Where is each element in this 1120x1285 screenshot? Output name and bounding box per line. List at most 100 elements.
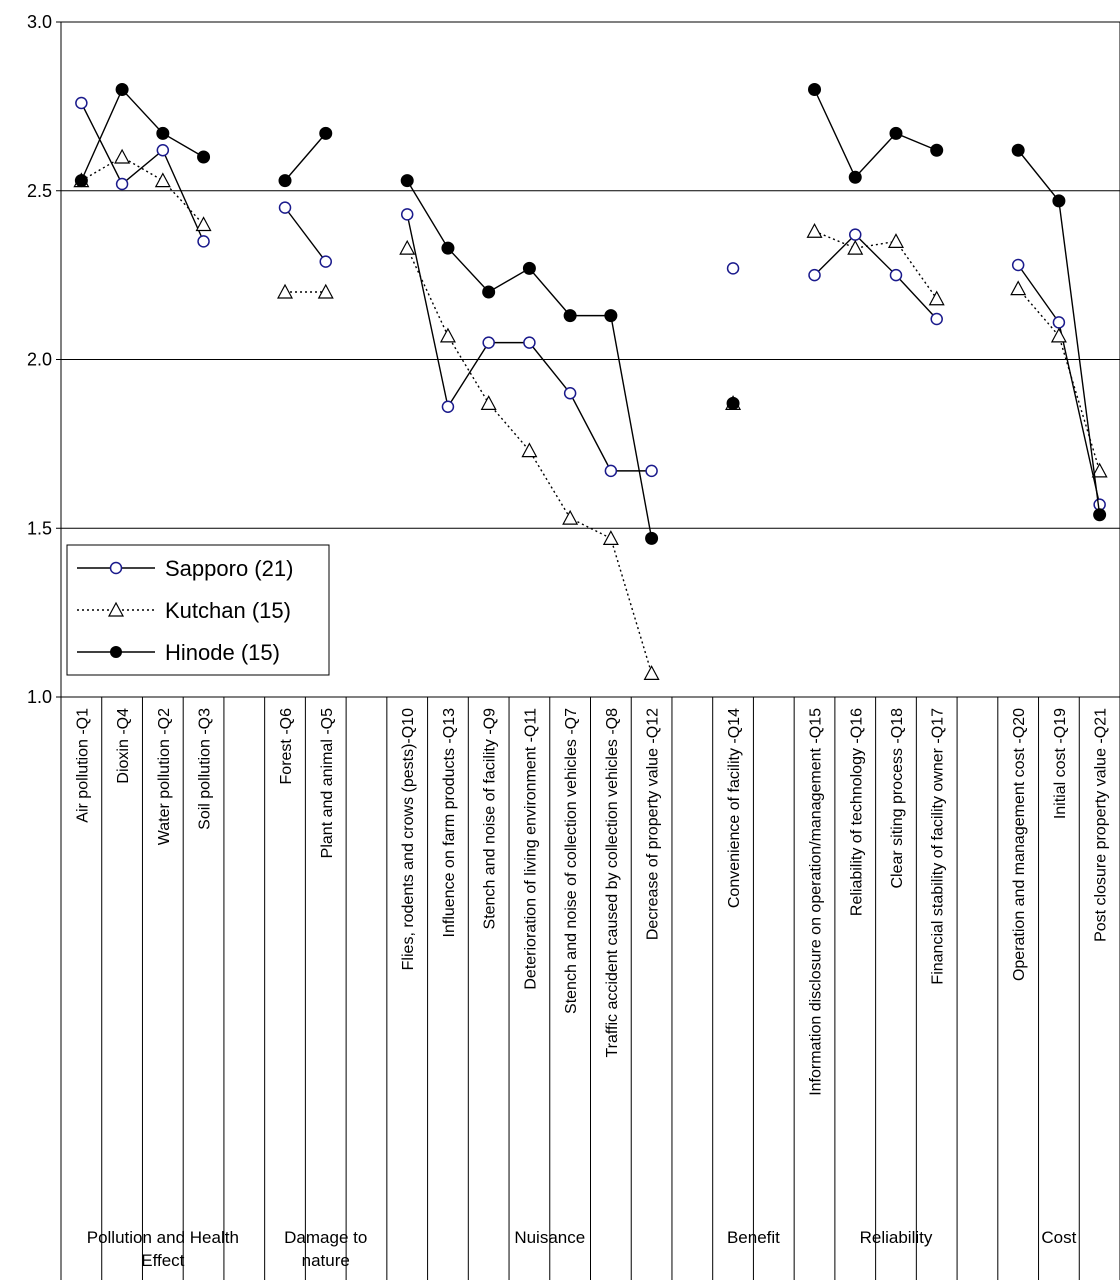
data-point [400, 208, 414, 221]
data-point [482, 285, 496, 299]
group-label: Damage to [284, 1228, 367, 1247]
y-tick-label: 2.5 [27, 181, 52, 201]
series-line [814, 233, 938, 320]
data-point [645, 531, 659, 545]
data-point [156, 126, 170, 140]
data-point [1050, 327, 1067, 343]
category-label: Convenience of facility -Q14 [726, 708, 743, 908]
data-point [115, 177, 129, 191]
data-point [197, 235, 210, 248]
data-point [195, 216, 212, 232]
category-label: Clear siting process -Q18 [889, 708, 906, 889]
data-point [563, 387, 577, 400]
data-point [1091, 462, 1108, 478]
data-point [604, 309, 618, 323]
group-label: Cost [1041, 1228, 1076, 1247]
data-point [278, 201, 292, 214]
category-label: Water pollution -Q2 [156, 708, 173, 845]
data-point [562, 509, 579, 525]
data-point [74, 174, 88, 188]
data-point [521, 442, 538, 458]
category-label: Air pollution -Q1 [74, 708, 91, 823]
y-tick-label: 3.0 [27, 12, 52, 32]
data-point [848, 170, 862, 184]
group-label: Effect [141, 1251, 184, 1270]
category-label: Reliability of technology -Q16 [848, 708, 865, 916]
data-point [808, 83, 822, 96]
category-label: Dioxin -Q4 [115, 708, 132, 784]
category-label: Deterioration of living environment -Q11 [522, 708, 539, 990]
data-point [156, 144, 170, 157]
data-point [930, 312, 943, 326]
data-point [1011, 143, 1025, 157]
series-1 [73, 148, 1108, 680]
data-point [522, 261, 536, 275]
data-point [563, 309, 577, 323]
axis-layer: 1.0 1.5 2.0 2.5 3.0 [27, 12, 61, 707]
data-point [441, 400, 455, 413]
category-label: Influence on farm products -Q13 [441, 708, 458, 938]
series-layer [73, 83, 1108, 680]
series-line [80, 88, 204, 181]
legend-label: Kutchan (15) [165, 598, 291, 623]
data-point [277, 283, 294, 299]
data-point [317, 283, 334, 299]
series-line [284, 132, 327, 182]
group-label: Nuisance [514, 1228, 585, 1247]
data-point [319, 255, 332, 268]
group-label: nature [302, 1251, 350, 1270]
data-point [604, 464, 618, 478]
data-point [1093, 508, 1107, 522]
series-line [814, 230, 938, 300]
data-point [399, 239, 416, 255]
data-point [197, 150, 211, 164]
group-label: Reliability [860, 1228, 933, 1247]
data-point [889, 126, 903, 140]
data-point [154, 172, 171, 188]
category-layer: Air pollution -Q1 Dioxin -Q4 Water polluti… [60, 696, 1120, 1285]
data-point [806, 222, 823, 238]
legend-marker [110, 646, 122, 658]
data-point [114, 148, 131, 164]
data-point [847, 239, 864, 255]
legend-label: Hinode (15) [165, 640, 280, 665]
data-point [75, 96, 88, 110]
category-label: Stench and noise of facility -Q9 [482, 708, 499, 930]
data-point [278, 174, 292, 188]
data-point [1052, 316, 1066, 329]
data-point [439, 327, 456, 343]
data-point [726, 396, 740, 410]
category-label: Decrease of property value -Q12 [645, 708, 662, 940]
group-label: Benefit [727, 1228, 780, 1247]
category-label: Post closure property value -Q21 [1093, 708, 1110, 942]
data-point [930, 143, 944, 157]
data-point [480, 395, 497, 410]
data-point [1010, 280, 1027, 296]
data-point [523, 336, 536, 349]
data-point [482, 336, 495, 349]
data-point [1052, 194, 1066, 208]
data-point [602, 530, 619, 545]
y-tick-label: 1.5 [27, 518, 52, 538]
category-label: Financial stability of facility owner -Q… [930, 708, 947, 985]
series-2 [74, 83, 1107, 545]
category-label: Traffic accident caused by collection ve… [604, 708, 621, 1058]
data-point [645, 464, 658, 478]
y-tick-label: 1.0 [27, 687, 52, 707]
data-point [1011, 258, 1025, 272]
legend-marker [109, 561, 123, 575]
series-line [80, 102, 205, 242]
category-label: Soil pollution -Q3 [197, 708, 214, 830]
data-point [849, 228, 862, 241]
legend: Sapporo (21) Kutchan (15) Hinode (15) [66, 544, 330, 676]
data-point [400, 174, 414, 188]
category-label: Initial cost -Q19 [1052, 708, 1069, 819]
data-point [808, 268, 821, 282]
category-label: Plant and animal -Q5 [319, 708, 336, 858]
legend-marker [107, 601, 125, 617]
data-point [889, 268, 903, 282]
data-point [887, 233, 904, 248]
category-label: Flies, rodents and crows (pests)-Q10 [400, 708, 417, 970]
